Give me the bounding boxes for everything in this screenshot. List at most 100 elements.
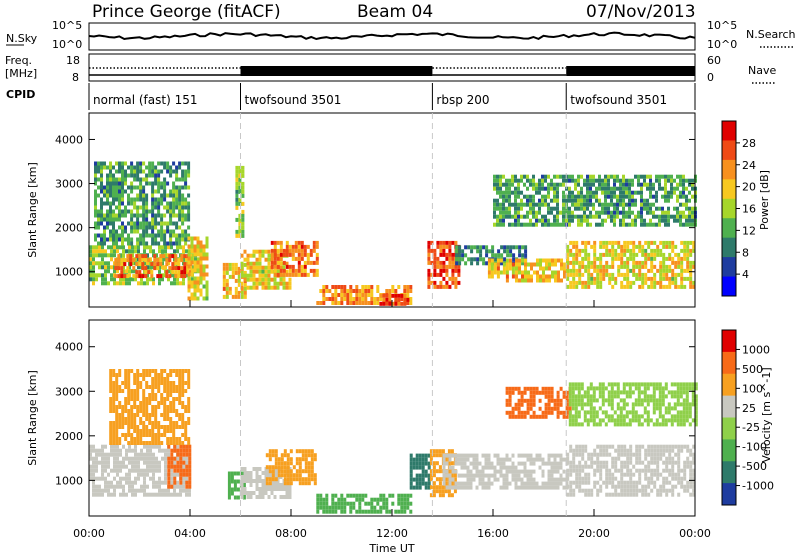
beam-title: Beam 04 [357, 2, 433, 22]
power-region-12 [487, 258, 569, 283]
nave-label: Nave [748, 64, 776, 77]
freq-unit-label: [MHz] [5, 67, 37, 80]
xtick-label-4: 16:00 [477, 527, 509, 540]
velocity-region-1 [167, 444, 192, 489]
power-region-5 [235, 165, 245, 238]
power-ytick-label-1: 2000 [55, 222, 83, 235]
power-cbar-label-0: 28 [742, 137, 756, 150]
power-cbar-swatch-4 [722, 198, 736, 219]
velocity-cbar-label-3: 25 [742, 402, 756, 415]
velocity-region-11 [505, 386, 572, 419]
velocity-colorbar-label: Velocity [m s^-1] [760, 367, 773, 462]
xtick-label-6: 00:00 [679, 527, 711, 540]
power-cbar-label-2: 20 [742, 181, 756, 194]
nsky-tick-left-bottom: 10^0 [52, 38, 82, 51]
power-region-1 [114, 254, 193, 279]
nsky-tick-left-top: 10^5 [52, 19, 82, 32]
velocity-cbar-label-2: 100 [742, 382, 763, 395]
nsearch-label: N.Search [746, 28, 796, 41]
freq-block-3 [566, 66, 695, 76]
velocity-region-2 [109, 369, 191, 445]
freq-bars [89, 66, 695, 76]
power-ylabel: Slant Range [km] [26, 162, 39, 258]
freq-tick-top: 18 [66, 54, 80, 67]
power-region-13 [566, 240, 696, 289]
power-y-axis: 1000 2000 3000 4000 [55, 133, 695, 279]
velocity-region-12 [568, 382, 698, 427]
velocity-region-10 [566, 444, 696, 497]
power-cbar-label-3: 16 [742, 203, 756, 216]
velocity-cbar-label-1: 500 [742, 363, 763, 376]
xtick-label-3: 12:00 [376, 527, 408, 540]
velocity-ytick-label-0: 1000 [55, 474, 83, 487]
nave-tick-bottom: 0 [707, 71, 714, 84]
xtick-label-5: 20:00 [578, 527, 610, 540]
velocity-heatmap [89, 369, 698, 514]
freq-block-1 [240, 66, 433, 76]
power-heatmap [89, 161, 697, 306]
power-ytick-label-0: 1000 [55, 266, 83, 279]
cpid-label: CPID [6, 88, 35, 101]
velocity-cbar-label-4: -25 [742, 421, 760, 434]
velocity-cbar-swatch-7 [722, 483, 736, 506]
velocity-region-7 [409, 453, 431, 490]
velocity-cbar-frame [721, 329, 737, 506]
date-title: 07/Nov/2013 [586, 2, 696, 22]
power-region-9 [379, 293, 410, 306]
velocity-cbar-swatch-3 [722, 395, 736, 418]
velocity-ylabel: Slant Range [km] [26, 370, 39, 466]
power-cbar-swatch-2 [722, 159, 736, 180]
power-cbar-swatch-8 [722, 276, 736, 297]
power-cbar-label-1: 24 [742, 159, 756, 172]
velocity-cbar-swatch-1 [722, 351, 736, 375]
cpid-segment-1: twofsound 3501 [245, 93, 342, 107]
power-ytick-label-2: 3000 [55, 178, 83, 191]
velocity-y-axis: 1000 2000 3000 4000 [55, 341, 695, 487]
power-region-14 [493, 174, 697, 227]
power-colorbar: 28 24 20 16 12 8 4 [721, 120, 756, 297]
freq-label: Freq. [5, 54, 32, 67]
nsearch-tick-right-bottom: 10^0 [707, 38, 737, 51]
velocity-cbar-swatch-6 [722, 461, 736, 484]
nsearch-tick-right-top: 10^5 [707, 19, 737, 32]
cpid-segment-3: twofsound 3501 [570, 93, 667, 107]
velocity-region-9 [442, 453, 569, 490]
xtick-label-1: 04:00 [174, 527, 206, 540]
power-cbar-swatch-1 [722, 140, 736, 161]
velocity-region-6 [316, 493, 413, 514]
power-region-2 [94, 161, 191, 246]
power-region-7 [270, 240, 319, 277]
power-cbar-swatch-5 [722, 218, 736, 239]
velocity-cbar-label-6: -500 [742, 460, 767, 473]
xtick-label-0: 00:00 [73, 527, 105, 540]
x-axis-label: Time UT [368, 542, 414, 554]
power-cbar-swatch-0 [722, 121, 736, 141]
velocity-cbar-label-5: -100 [742, 441, 767, 454]
power-cbar-swatch-7 [722, 257, 736, 278]
velocity-ytick-label-1: 2000 [55, 430, 83, 443]
power-cbar-swatch-6 [722, 237, 736, 258]
velocity-cbar-label-0: 1000 [742, 343, 770, 356]
freq-tick-bottom: 8 [72, 71, 79, 84]
power-region-3 [187, 236, 209, 301]
velocity-cbar-swatch-0 [722, 330, 736, 353]
velocity-cbar-swatch-5 [722, 439, 736, 462]
nsky-trace [88, 31, 696, 41]
velocity-colorbar: 1000 500 100 25 -25 -100 -500 -1000 [721, 329, 774, 506]
nave-tick-top: 60 [707, 54, 721, 67]
power-cbar-label-6: 4 [742, 268, 749, 281]
power-colorbar-label: Power [dB] [758, 170, 771, 230]
power-cbar-swatch-3 [722, 179, 736, 200]
station-title: Prince George (fitACF) [92, 2, 281, 22]
nsky-label: N.Sky [6, 32, 38, 45]
velocity-region-5 [265, 449, 317, 486]
xtick-label-2: 08:00 [275, 527, 307, 540]
velocity-ytick-label-2: 3000 [55, 385, 83, 398]
velocity-ytick-label-3: 4000 [55, 341, 83, 354]
cpid-row: normal (fast) 151 twofsound 3501 rbsp 200 t… [93, 83, 667, 110]
velocity-cbar-label-7: -1000 [742, 480, 774, 493]
cpid-segment-2: rbsp 200 [436, 93, 489, 107]
x-axis: 00:00 04:00 08:00 12:00 16:00 20:00 00:00 [73, 300, 711, 540]
cpid-dividers [240, 113, 567, 516]
